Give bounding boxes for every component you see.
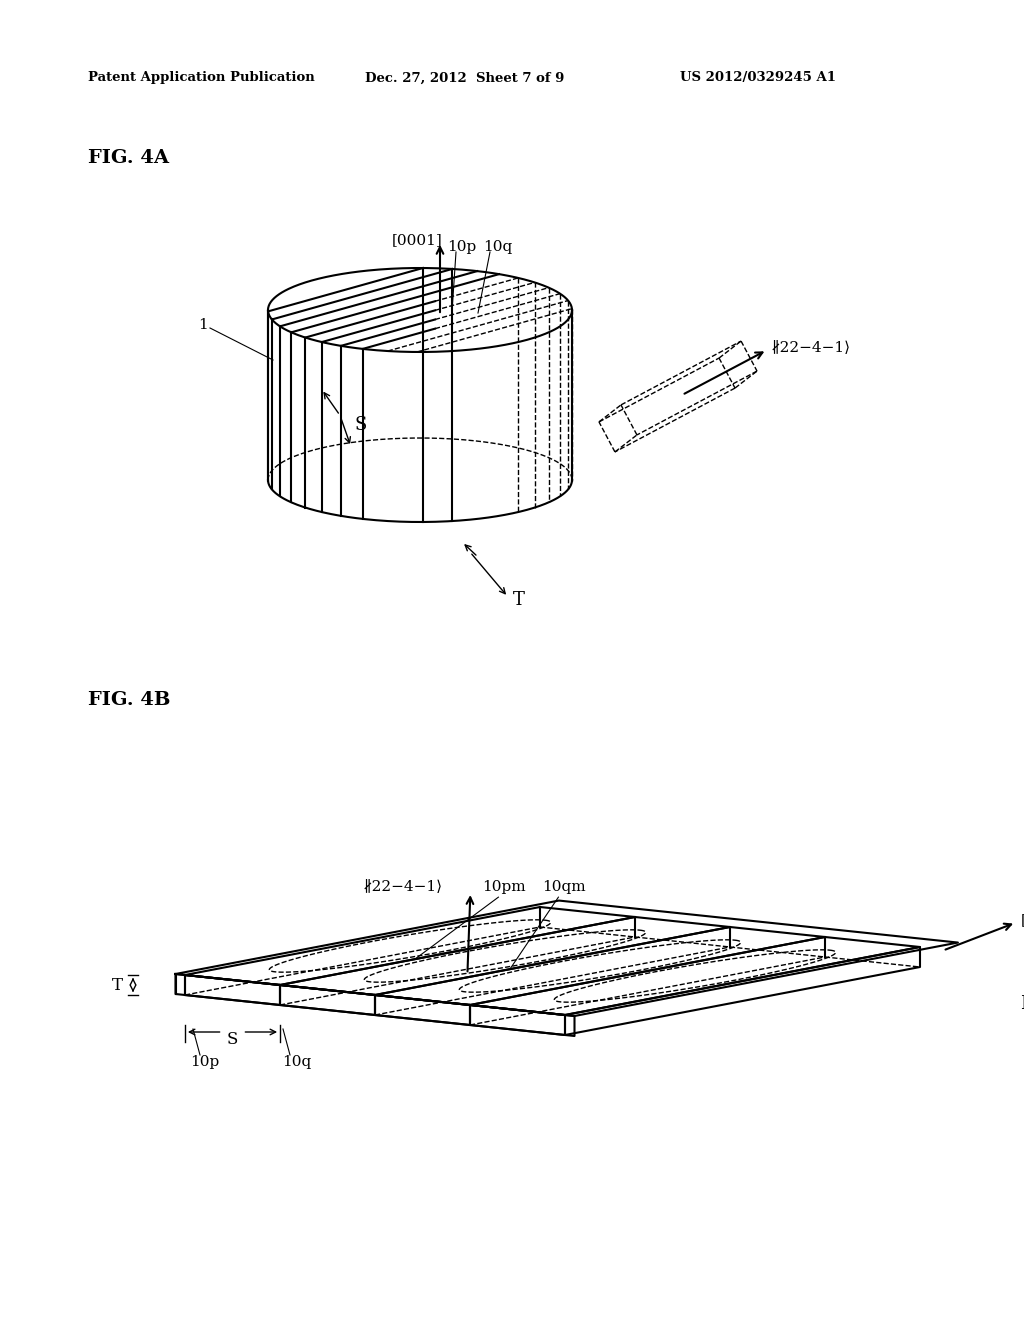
Text: 10q: 10q [483,240,512,253]
Text: FIG. 4A: FIG. 4A [88,149,169,168]
Text: 10q: 10q [282,1055,311,1069]
Text: [0001]: [0001] [392,234,442,247]
Text: Patent Application Publication: Patent Application Publication [88,71,314,84]
Text: FIG. 4B: FIG. 4B [88,690,171,709]
Text: S: S [355,416,368,434]
Text: T: T [513,591,525,609]
Text: ∦22−4−1⟩: ∦22−4−1⟩ [362,880,442,894]
Text: 1: 1 [198,318,208,333]
Text: [0001]: [0001] [1021,913,1024,928]
Text: Dec. 27, 2012  Sheet 7 of 9: Dec. 27, 2012 Sheet 7 of 9 [365,71,564,84]
Text: T: T [112,977,123,994]
Text: L: L [1020,995,1024,1014]
Text: 10pm: 10pm [482,880,526,894]
Text: S: S [226,1031,239,1048]
Text: 10qm: 10qm [543,880,586,894]
Text: ∦22−4−1⟩: ∦22−4−1⟩ [771,341,851,355]
Text: 10p: 10p [190,1055,219,1069]
Text: 10p: 10p [447,240,476,253]
Text: US 2012/0329245 A1: US 2012/0329245 A1 [680,71,836,84]
